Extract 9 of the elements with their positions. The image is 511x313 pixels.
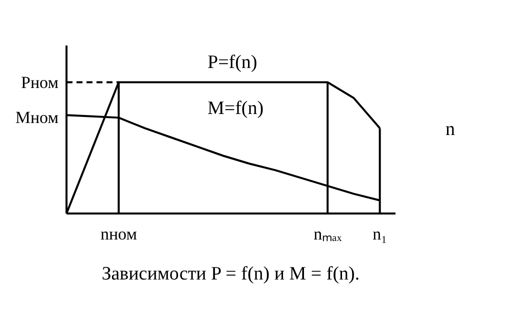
x-axis-title: n xyxy=(446,119,456,140)
x-tick-label: nₘₐₓ xyxy=(314,224,342,244)
text: Зависимости P = f(n) и M = f(n). xyxy=(102,264,360,284)
text: Mном xyxy=(15,108,59,128)
text: Pном xyxy=(21,72,59,92)
x-tick-label: n₁ xyxy=(372,224,388,244)
x-tick-label: nном xyxy=(100,224,138,244)
text: P=f(n) xyxy=(208,52,258,74)
annotation: M=f(n) xyxy=(208,98,264,119)
